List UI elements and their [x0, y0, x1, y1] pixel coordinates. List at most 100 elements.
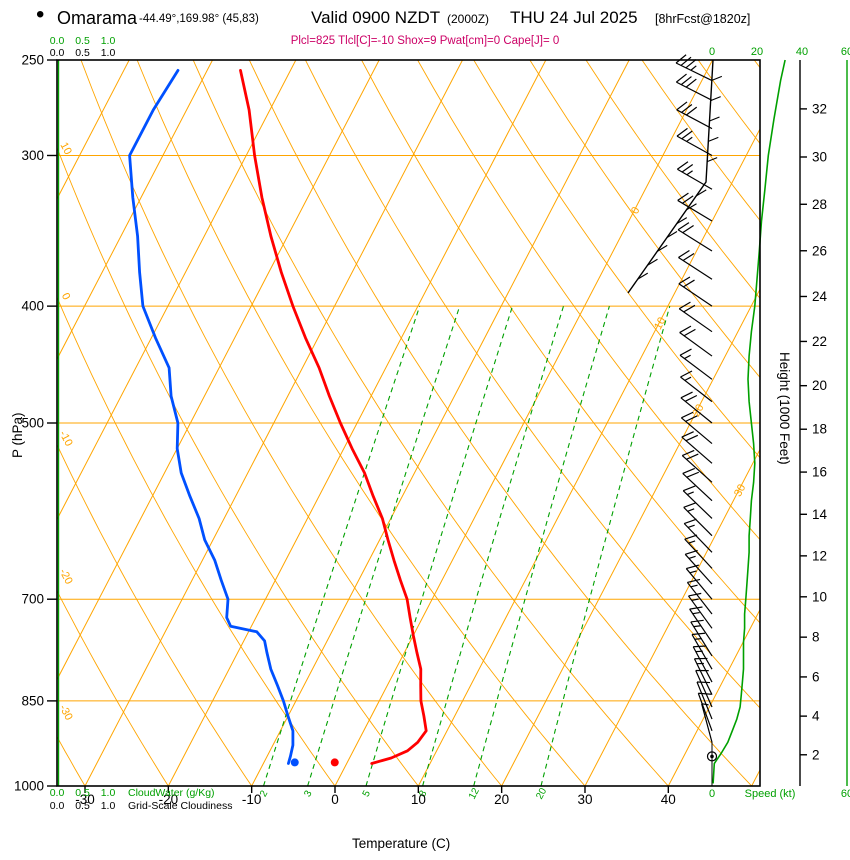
- wind-barb-half-feather: [684, 354, 691, 360]
- wind-barb-feather: [686, 106, 698, 116]
- height-tick-label: 14: [812, 507, 828, 522]
- wind-barb-feather: [680, 391, 693, 399]
- height-tick-label: 16: [812, 465, 827, 480]
- wind-barb-feather: [685, 78, 697, 88]
- wind-barb-staff: [683, 506, 713, 537]
- valid-time: Valid 0900 NZDT: [311, 8, 441, 27]
- station-coordinates: -44.49°,169.98° (45,83): [139, 13, 259, 25]
- isotherm-line: [417, 127, 760, 786]
- wind-barb-half-feather: [692, 611, 700, 615]
- wind-barb-half-feather: [690, 65, 697, 71]
- wind-barb-staff: [692, 646, 713, 683]
- height-tick-label: 28: [812, 197, 827, 212]
- height-tick-label: 30: [812, 149, 827, 164]
- wind-barb-half-feather: [686, 136, 693, 142]
- temperature-tick-label: 20: [494, 792, 509, 807]
- wind-barb-feather: [676, 101, 688, 111]
- mixing-ratio-label: 12: [467, 786, 482, 801]
- wind-barb-feather: [675, 73, 687, 83]
- temperature-tick-label: -10: [242, 792, 262, 807]
- upper-wind-tick: [656, 244, 668, 252]
- cloudwater-tick-bottom: 0.5: [75, 787, 90, 799]
- wind-barb-feather: [681, 411, 694, 419]
- wind-barb-staff: [689, 608, 713, 643]
- dry-adiabat-line: [529, 60, 760, 379]
- isotherm-line: [57, 60, 297, 521]
- pressure-tick-label: 1000: [14, 779, 44, 794]
- dry-adiabat-line: [473, 60, 760, 459]
- valid-utc: (2000Z): [447, 12, 490, 26]
- wind-barb-feather: [683, 304, 696, 313]
- cloudiness-tick-top: 1.0: [101, 47, 116, 59]
- wind-barb-feather: [681, 431, 694, 438]
- wind-barb-feather: [681, 130, 693, 140]
- wind-barb-staff: [679, 354, 713, 380]
- dry-adiabat-label: 10: [57, 140, 73, 156]
- wind-barb-feather: [681, 104, 693, 113]
- wind-barb-feather: [684, 534, 698, 540]
- calm-wind-circle: [706, 751, 718, 762]
- wind-barb-feather: [680, 370, 693, 378]
- mixing-ratio-line: [365, 305, 514, 786]
- height-tick-label: 32: [812, 101, 827, 116]
- mixing-ratio-line: [262, 305, 421, 786]
- wind-barb-feather: [680, 76, 692, 86]
- wind-barb-half-feather: [687, 524, 695, 529]
- wind-barb-staff: [683, 523, 713, 553]
- mixing-ratio-line: [473, 305, 610, 786]
- wind-barb-feather: [686, 564, 699, 570]
- wind-barb-feather: [687, 578, 701, 584]
- wind-barb-staff: [686, 582, 713, 615]
- wind-barb-feather: [698, 692, 712, 695]
- upper-wind-tick: [647, 258, 658, 266]
- temperature-curve: [239, 69, 428, 765]
- wind-barb-feather: [683, 485, 696, 492]
- valid-date: THU 24 Jul 2025: [510, 8, 638, 27]
- mixing-ratio-label: 3: [302, 788, 315, 798]
- mixing-ratio-label: 20: [534, 786, 549, 801]
- cloudiness-tick-top: 0.5: [75, 47, 90, 59]
- upper-wind-tick: [709, 116, 720, 122]
- wind-barb-staff: [677, 199, 713, 222]
- cloudwater-tick-top: 0.5: [75, 35, 90, 47]
- wind-barb-staff: [696, 681, 713, 720]
- height-tick-label: 12: [812, 548, 827, 563]
- upper-wind-tick: [676, 217, 688, 225]
- height-tick-label: 20: [812, 378, 827, 393]
- pressure-tick-label: 250: [21, 53, 44, 68]
- dry-adiabat-line: [57, 296, 336, 786]
- cloudwater-tick-bottom: 0.0: [50, 787, 65, 799]
- wind-barb-half-feather: [689, 570, 697, 574]
- pressure-tick-label: 300: [21, 148, 44, 163]
- wind-barb-staff: [675, 62, 713, 82]
- temperature-axis-label: Temperature (C): [352, 836, 451, 851]
- wind-barb-staff: [682, 473, 713, 502]
- wind-barb-staff: [690, 621, 713, 657]
- wind-barb-staff: [678, 256, 713, 280]
- wind-barb-staff: [681, 436, 713, 464]
- upper-wind-tick: [637, 272, 649, 280]
- wind-barb-feather: [679, 348, 692, 356]
- wind-barb-feather: [682, 449, 695, 457]
- pressure-axis-label: P (hPa): [10, 412, 25, 458]
- dry-adiabat-line: [80, 60, 503, 786]
- wind-barb-half-feather: [690, 584, 698, 588]
- cloudiness-tick-top: 0.0: [50, 47, 65, 59]
- wind-barb-feather: [682, 225, 694, 234]
- wind-barb-half-feather: [693, 625, 701, 628]
- cloudiness-tick-bottom: 0.0: [50, 800, 65, 812]
- speed-tick-label-top: 20: [751, 46, 763, 58]
- wind-barb-feather: [678, 250, 690, 258]
- wind-barb-feather: [683, 328, 696, 337]
- height-tick-label: 18: [812, 422, 827, 437]
- dry-adiabat-line: [304, 60, 760, 709]
- station-name: Omarama: [57, 8, 138, 28]
- cloudiness-axis-label: Grid-Scale Cloudiness: [128, 800, 232, 812]
- wind-barb-half-feather: [686, 491, 694, 496]
- mixing-ratio-line: [540, 305, 671, 786]
- mixing-ratio-label: 2: [258, 788, 271, 798]
- wind-barb-feather: [682, 253, 695, 261]
- wind-barb-staff: [678, 308, 713, 333]
- wind-barb-half-feather: [691, 598, 699, 601]
